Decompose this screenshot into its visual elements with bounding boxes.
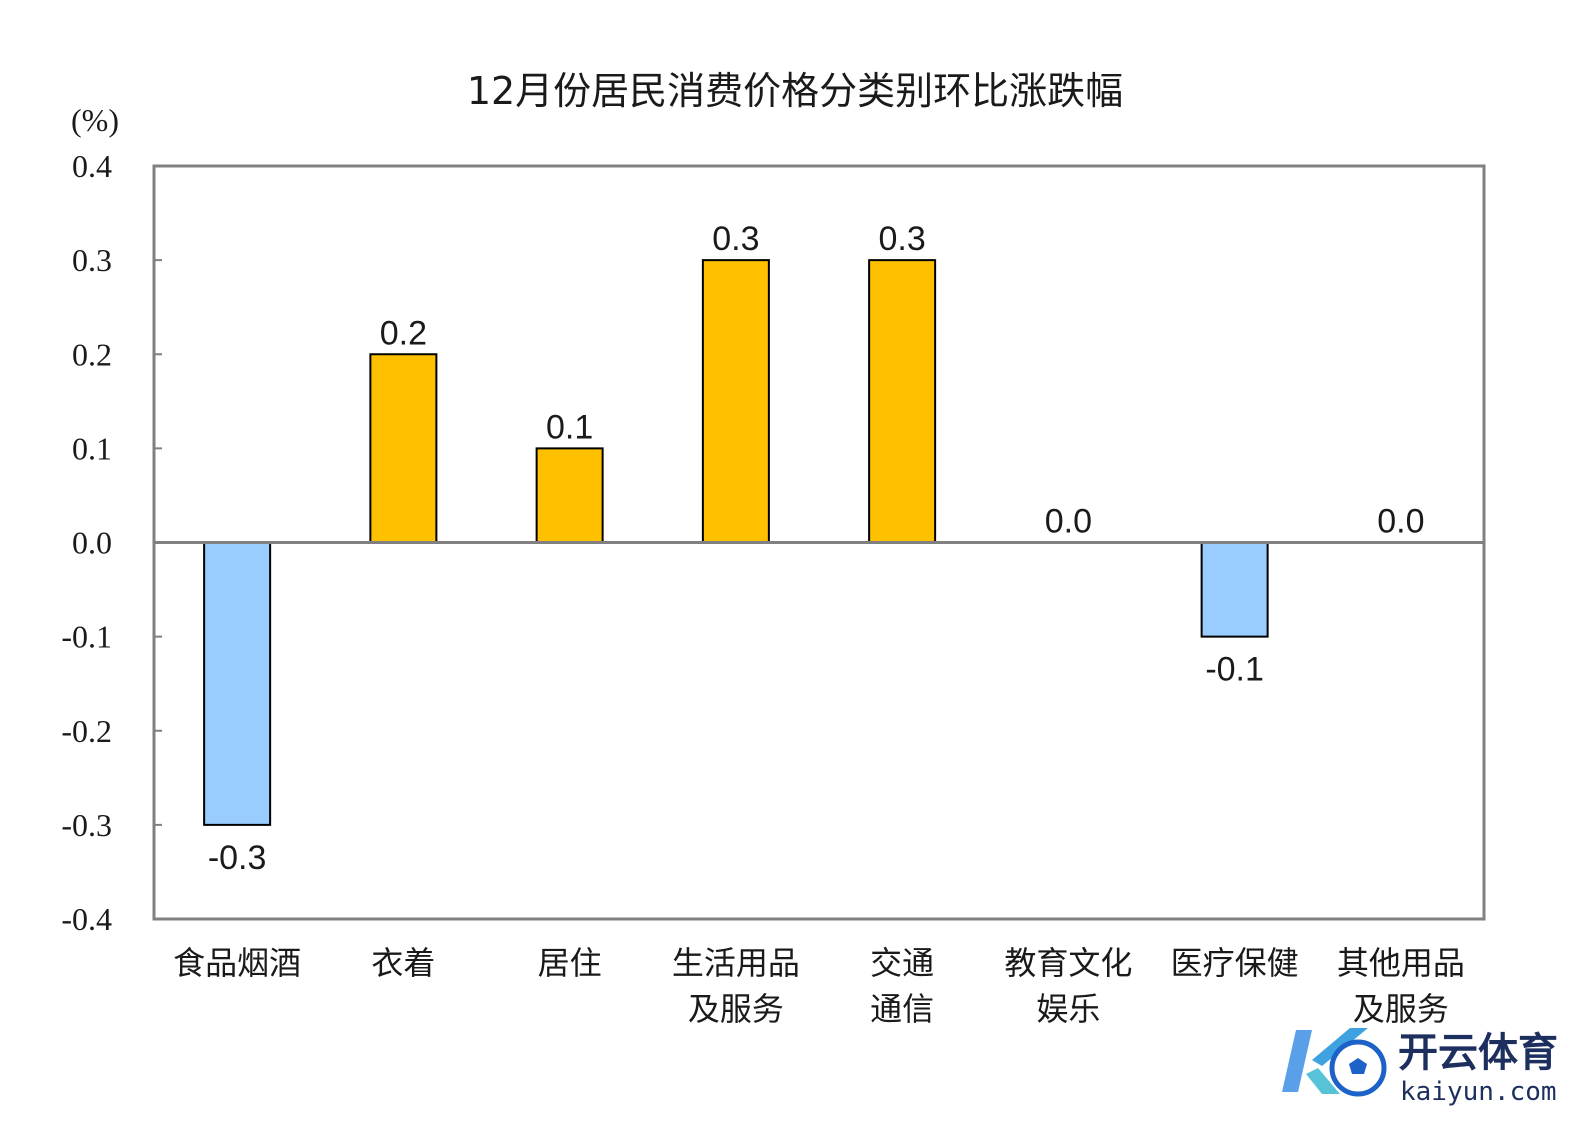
watermark-brand: 开云体育 — [1398, 1030, 1558, 1076]
y-tick-label: 0.1 — [72, 430, 112, 466]
y-tick-label: -0.4 — [61, 901, 112, 937]
data-label: 0.3 — [878, 220, 925, 258]
watermark: 开云体育 kaiyun.com — [1282, 1028, 1558, 1107]
y-tick-label: -0.2 — [61, 713, 112, 749]
x-category-label: 其他用品 — [1337, 944, 1465, 982]
data-label: 0.2 — [380, 314, 427, 352]
y-axis-ticks: 0.4 0.3 0.2 0.1 0.0 -0.1 -0.2 -0.3 -0.4 — [61, 148, 162, 937]
y-tick-label: 0.4 — [72, 148, 112, 184]
data-label: 0.0 — [1377, 503, 1424, 541]
x-category-label: 交通 — [870, 944, 934, 982]
watermark-site: kaiyun.com — [1400, 1077, 1557, 1107]
x-category-label: 教育文化 — [1004, 944, 1132, 982]
y-axis-unit-label: (%) — [71, 102, 119, 138]
k-soccer-ball-logo-icon — [1282, 1028, 1387, 1097]
bars-group — [203, 259, 1269, 826]
bar — [868, 259, 937, 544]
x-category-label: 生活用品 — [672, 944, 800, 982]
bar — [369, 353, 438, 544]
bar — [535, 447, 604, 544]
y-tick-label: 0.2 — [72, 336, 112, 372]
x-category-label: 及服务 — [688, 990, 784, 1028]
data-label: 0.1 — [546, 408, 593, 446]
y-tick-label: 0.3 — [72, 242, 112, 278]
data-label: -0.3 — [208, 839, 267, 877]
bar — [1200, 541, 1269, 638]
data-label: 0.0 — [1045, 503, 1092, 541]
data-label: 0.3 — [712, 220, 759, 258]
x-category-label: 医疗保健 — [1171, 944, 1299, 982]
bar — [701, 259, 770, 544]
x-category-label: 衣着 — [371, 944, 435, 982]
y-tick-label: -0.1 — [61, 619, 112, 655]
x-category-label: 及服务 — [1353, 990, 1449, 1028]
y-tick-label: -0.3 — [61, 807, 112, 843]
x-category-label: 娱乐 — [1036, 990, 1100, 1028]
x-category-label: 食品烟酒 — [173, 944, 301, 982]
bar — [203, 541, 272, 826]
x-category-label: 通信 — [870, 990, 934, 1028]
y-tick-label: 0.0 — [72, 525, 112, 561]
data-labels: -0.3 0.2 0.1 0.3 0.3 0.0 -0.1 0.0 — [208, 220, 1425, 877]
data-label: -0.1 — [1205, 651, 1264, 689]
chart-title: 12月份居民消费价格分类别环比涨跌幅 — [467, 69, 1123, 113]
x-category-label: 居住 — [538, 944, 602, 982]
